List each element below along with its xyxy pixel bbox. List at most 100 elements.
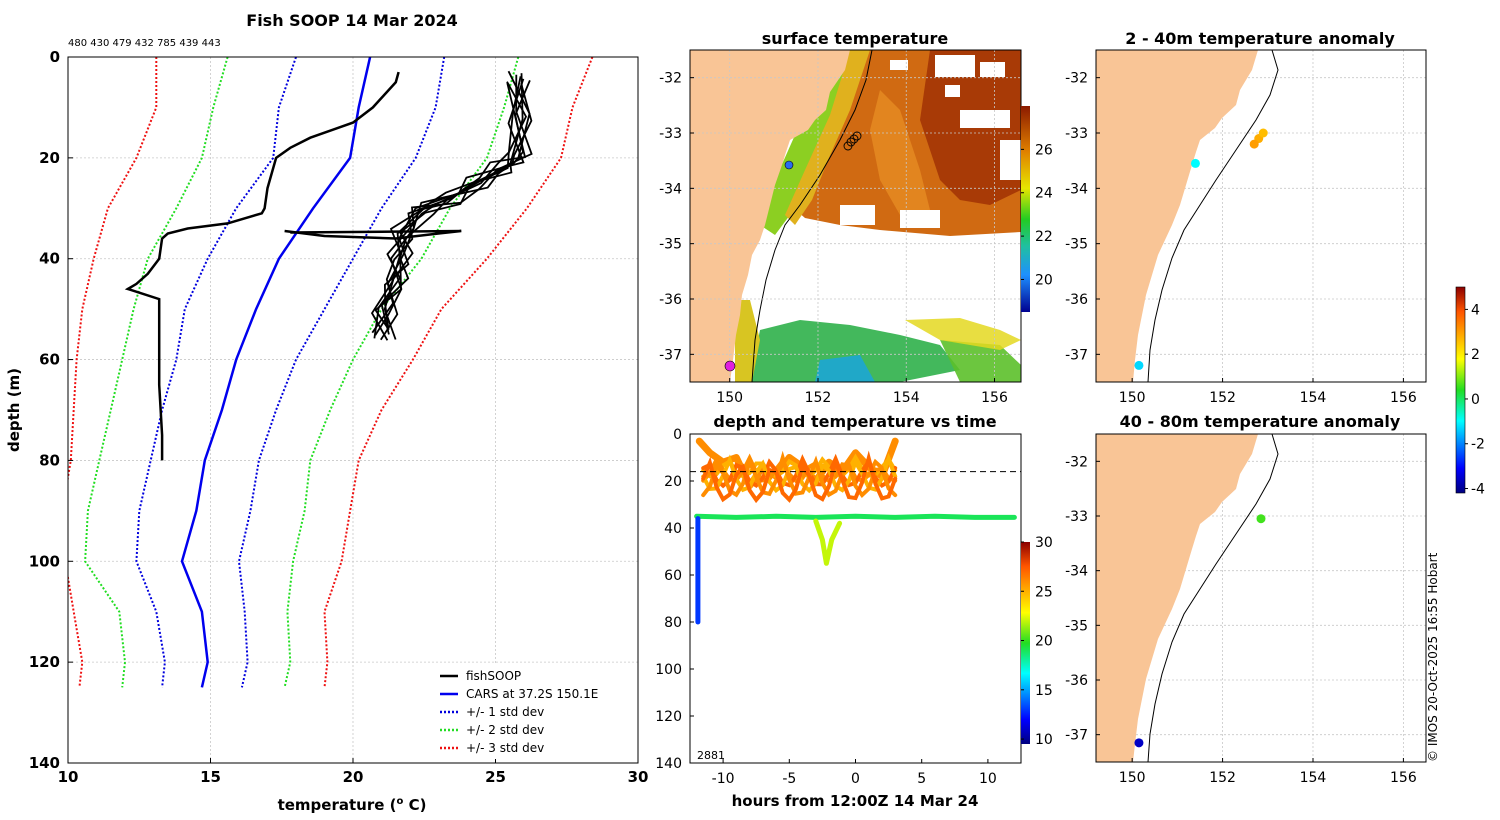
sst-cast-circle — [846, 137, 856, 147]
time-tick-label-x: 10 — [979, 771, 997, 787]
fishsoop-cluster-line — [374, 73, 524, 331]
time-track — [701, 450, 898, 499]
anomaly-upper-body — [1096, 50, 1426, 382]
anomaly-lower-ticks: 150 152 154 156 -32 -33 -34 -35 -36 -37 — [1065, 454, 1417, 786]
sst-tick-label-lat: -37 — [659, 347, 682, 363]
time-plot-title: depth and temperature vs time — [713, 412, 996, 431]
surface-map-title: surface temperature — [762, 29, 949, 48]
anomaly-upper-panel: 2 - 40m temperature anomaly 150 152 154 156… — [1065, 29, 1427, 406]
profile-ylabel: depth (m) — [5, 368, 23, 452]
legend-label: +/- 3 std dev — [466, 741, 544, 755]
anomaly-lower-land — [1096, 434, 1258, 762]
sst-tick-label-lon: 156 — [981, 390, 1008, 406]
anom-upper-tick-label-lon: 156 — [1390, 390, 1417, 406]
sst-cast-circle — [852, 131, 862, 141]
fishsoop-cluster-line — [380, 82, 533, 335]
time-colorbar-label: 15 — [1035, 683, 1053, 699]
sst-tick-label-lat: -32 — [659, 71, 682, 87]
sst-cast-circles — [843, 131, 862, 151]
legend-label: CARS at 37.2S 150.1E — [466, 687, 598, 701]
legend-label: +/- 2 std dev — [466, 723, 544, 737]
anom-lower-tick-label-lon: 154 — [1300, 770, 1327, 786]
anomaly-point — [1249, 139, 1259, 149]
time-tick-label-y: 140 — [655, 756, 682, 772]
fishsoop-cluster-line — [383, 80, 531, 340]
anom-upper-tick-label-lon: 154 — [1300, 390, 1327, 406]
profile-xlabel: temperature (o C) — [278, 796, 427, 814]
profile-tick-label-y: 80 — [39, 451, 60, 469]
profile-series-line — [135, 57, 297, 688]
sst-station-marker — [724, 360, 736, 372]
sst-colorbar — [1021, 106, 1030, 312]
sst-colorbar-ticks: 20 22 24 26 — [1021, 142, 1053, 288]
anomaly-colorbar-label: 4 — [1471, 302, 1480, 318]
time-track — [701, 453, 898, 489]
anomaly-lower-panel: 40 - 80m temperature anomaly 150 152 154 15… — [1065, 412, 1427, 786]
anom-upper-tick-label-lat: -34 — [1065, 181, 1088, 197]
profile-tick-label-x: 15 — [200, 768, 221, 786]
time-series-group — [690, 437, 1021, 625]
time-plot-xlabel: hours from 12:00Z 14 Mar 24 — [732, 792, 979, 810]
time-colorbar-ticks: 10 15 20 25 30 — [1021, 535, 1053, 748]
sst-cold-patch — [815, 355, 875, 382]
profile-series-group — [68, 57, 594, 688]
sst-tick-label-lon: 154 — [893, 390, 920, 406]
anomaly-lower-frame — [1095, 433, 1427, 763]
anom-lower-tick-label-lat: -34 — [1065, 564, 1088, 580]
fishsoop-cluster-line — [373, 81, 528, 339]
legend-label: +/- 1 std dev — [466, 705, 544, 719]
time-tick-label-y: 20 — [664, 474, 682, 490]
profile-series-line — [68, 57, 158, 688]
anomaly-colorbar-label: 0 — [1471, 392, 1480, 408]
sst-cast-circle — [849, 134, 859, 144]
profile-tick-label-y: 120 — [29, 653, 60, 671]
anom-upper-tick-label-lat: -37 — [1065, 347, 1088, 363]
sst-isobath — [751, 50, 873, 382]
profile-tick-label-y: 0 — [50, 48, 60, 66]
time-tick-label-x: -10 — [712, 771, 735, 787]
fishsoop-cluster-line — [371, 82, 527, 334]
time-tick-label-y: 0 — [673, 427, 682, 443]
anomaly-colorbar-label: 2 — [1471, 347, 1480, 363]
fishsoop-cluster-line — [383, 78, 525, 329]
legend-label: fishSOOP — [466, 669, 521, 683]
anom-lower-tick-label-lat: -36 — [1065, 673, 1088, 689]
sst-yellow-patch — [905, 318, 1021, 350]
time-track — [694, 513, 1017, 520]
surface-map-panel: surface temperature — [659, 29, 1053, 406]
anom-upper-tick-label-lon: 152 — [1209, 390, 1236, 406]
time-plot-panel: depth and temperature vs time -10 -5 0 5 100… — [655, 412, 1053, 810]
profile-grid — [67, 56, 639, 764]
anom-upper-tick-label-lat: -32 — [1065, 71, 1088, 87]
sst-green-patch — [940, 340, 1021, 382]
anomaly-upper-title: 2 - 40m temperature anomaly — [1125, 29, 1395, 48]
fishsoop-cluster-line — [380, 74, 533, 341]
profile-tick-label-y: 20 — [39, 149, 60, 167]
sst-cloud-speckle — [840, 55, 1021, 228]
sst-cool-patch — [750, 320, 960, 382]
fishsoop-cast-line — [284, 229, 462, 240]
anomaly-colorbar-label: -2 — [1471, 437, 1485, 453]
anomaly-upper-ticks: 150 152 154 156 -32 -33 -34 -35 -36 -37 — [1065, 71, 1417, 406]
time-track — [701, 450, 898, 504]
time-colorbar-label: 25 — [1035, 584, 1053, 600]
sst-eddy-band — [870, 90, 930, 215]
profile-tick-label-x: 10 — [58, 768, 79, 786]
time-tick-label-y: 60 — [664, 568, 682, 584]
time-plot-corner-label: 2881 — [697, 749, 725, 762]
anom-upper-tick-label-lat: -35 — [1065, 237, 1088, 253]
time-colorbar-label: 30 — [1035, 535, 1053, 551]
sst-tick-label-lat: -33 — [659, 126, 682, 142]
sst-coastal-yellow — [785, 50, 870, 225]
anom-lower-tick-label-lat: -35 — [1065, 618, 1088, 634]
anom-lower-tick-label-lat: -32 — [1065, 454, 1088, 470]
anomaly-colorbar: 4 2 0 -2 -4 — [1455, 286, 1485, 498]
profile-tick-label-x: 25 — [485, 768, 506, 786]
anomaly-point — [1190, 158, 1200, 168]
anomaly-point — [1258, 128, 1268, 138]
sst-station-marker — [784, 160, 794, 170]
profile-legend: fishSOOP CARS at 37.2S 150.1E +/- 1 std de… — [434, 664, 634, 759]
time-colorbar-label: 10 — [1035, 732, 1053, 748]
